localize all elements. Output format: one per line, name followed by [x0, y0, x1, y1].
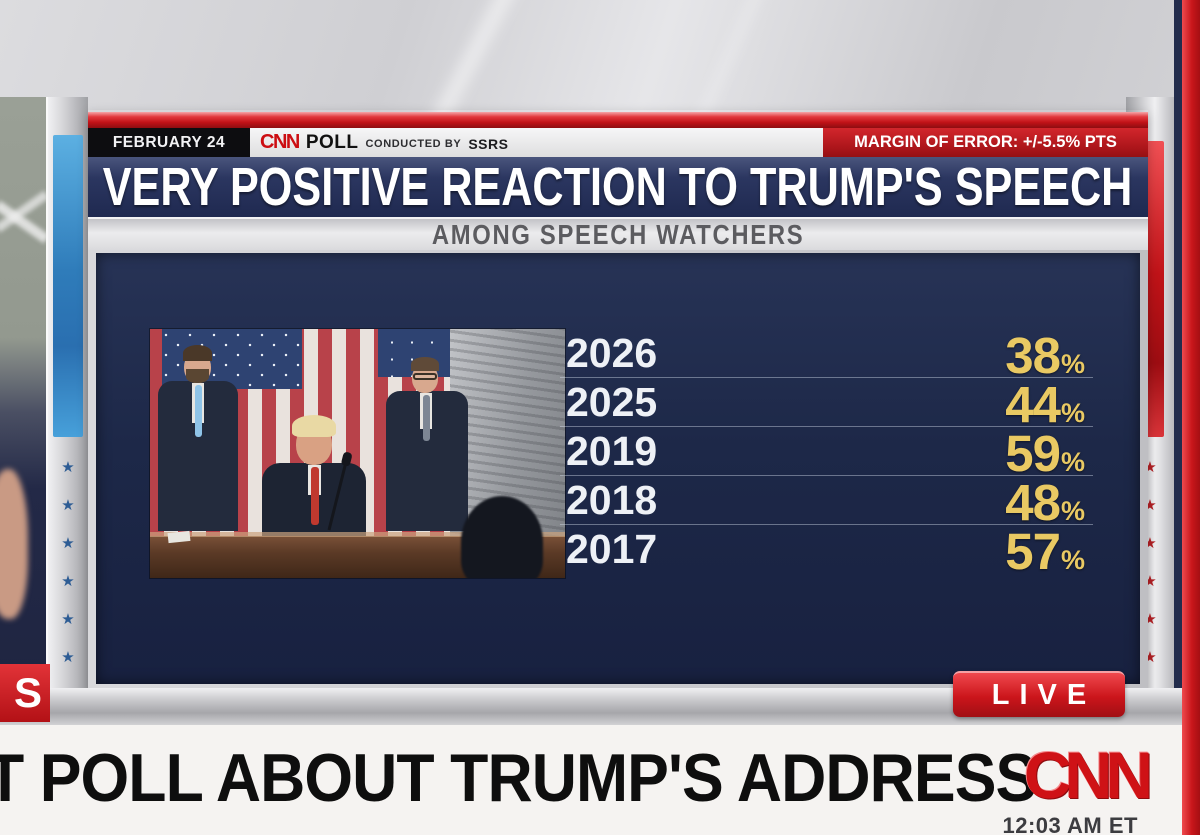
percent-sign: % — [1060, 447, 1085, 477]
subtitle-band: AMONG SPEECH WATCHERS — [88, 219, 1148, 250]
board-frame: 2026 38 % 2025 44 % 2019 59 % 2018 48 % … — [88, 250, 1148, 692]
left-stars-column: ★ ★ ★ ★ ★ ★ — [48, 449, 88, 677]
poll-year: 2017 — [566, 526, 658, 572]
left-studio-video-strip — [0, 97, 50, 729]
left-edge-red-tag: S — [0, 664, 50, 722]
poll-row: 2026 38 % — [560, 329, 1093, 381]
foreground-head-silhouette — [461, 496, 543, 578]
blue-accent-strip — [53, 135, 83, 437]
poll-percentage: 59 % — [1005, 428, 1085, 479]
poll-year: 2019 — [566, 428, 658, 474]
poll-date: FEBRUARY 24 — [88, 128, 250, 157]
poll-row: 2019 59 % — [560, 427, 1093, 479]
star-icon: ★ — [61, 459, 75, 476]
percent-sign: % — [1060, 545, 1085, 575]
poll-graphic-board: FEBRUARY 24 CNN POLL CONDUCTED BY SSRS M… — [88, 110, 1148, 692]
poll-subtitle: AMONG SPEECH WATCHERS — [431, 218, 805, 250]
poll-value: 48 — [1005, 474, 1061, 531]
pollster-name: SSRS — [468, 135, 509, 152]
poll-value: 59 — [1005, 425, 1061, 482]
poll-label: POLL — [305, 131, 359, 153]
poll-percentage: 44 % — [1005, 379, 1085, 430]
chyron-headline: T POLL ABOUT TRUMP'S ADDRESS — [0, 740, 1037, 816]
margin-of-error-badge: MARGIN OF ERROR: +/-5.5% PTS — [823, 128, 1148, 157]
poll-year: 2018 — [566, 477, 658, 523]
congress-speech-photo — [150, 329, 565, 578]
anchor-hand-blur — [0, 469, 28, 619]
cnn-brand-logo: CNN — [260, 131, 300, 153]
star-icon: ★ — [61, 535, 75, 552]
poll-rows: 2026 38 % 2025 44 % 2019 59 % 2018 48 % … — [560, 329, 1093, 577]
poll-source: CNN POLL CONDUCTED BY SSRS — [250, 128, 823, 157]
cnn-logo: CNN — [1024, 738, 1153, 812]
star-icon: ★ — [61, 573, 75, 590]
left-tag-letter: S — [13, 669, 42, 716]
right-red-edge-band — [1182, 0, 1200, 835]
poll-content-panel: 2026 38 % 2025 44 % 2019 59 % 2018 48 % … — [96, 253, 1140, 684]
broadcast-time: 12:03 AM ET — [1002, 813, 1138, 835]
poll-year: 2026 — [566, 330, 658, 376]
poll-percentage: 38 % — [1005, 330, 1085, 381]
poll-row: 2018 48 % — [560, 476, 1093, 528]
percent-sign: % — [1060, 496, 1085, 526]
poll-value: 38 — [1005, 327, 1061, 384]
poll-percentage: 57 % — [1005, 526, 1085, 577]
poll-value: 57 — [1005, 523, 1061, 580]
percent-sign: % — [1060, 398, 1085, 428]
poll-year: 2025 — [566, 379, 658, 425]
live-badge: LIVE — [953, 671, 1125, 717]
conducted-by-label: CONDUCTED BY — [365, 138, 462, 150]
set-edge-shadow — [1174, 0, 1182, 835]
lower-third-chyron: T POLL ABOUT TRUMP'S ADDRESS CNN 12:03 A… — [0, 725, 1182, 835]
left-set-pillar: ★ ★ ★ ★ ★ ★ — [46, 97, 88, 729]
live-label: LIVE — [991, 678, 1097, 711]
headline-band: VERY POSITIVE REACTION TO TRUMP'S SPEECH — [88, 157, 1148, 219]
poll-percentage: 48 % — [1005, 477, 1085, 528]
poll-info-bar: FEBRUARY 24 CNN POLL CONDUCTED BY SSRS M… — [88, 128, 1148, 157]
star-icon: ★ — [61, 649, 75, 666]
glasses — [413, 373, 437, 380]
poll-row: 2017 57 % — [566, 525, 1085, 577]
poll-headline: VERY POSITIVE REACTION TO TRUMP'S SPEECH — [103, 157, 1133, 217]
star-icon: ★ — [61, 611, 75, 628]
poll-value: 44 — [1005, 376, 1061, 433]
star-icon: ★ — [61, 497, 75, 514]
board-red-top-strip — [88, 112, 1148, 128]
poll-row: 2025 44 % — [560, 378, 1093, 430]
percent-sign: % — [1060, 349, 1085, 379]
